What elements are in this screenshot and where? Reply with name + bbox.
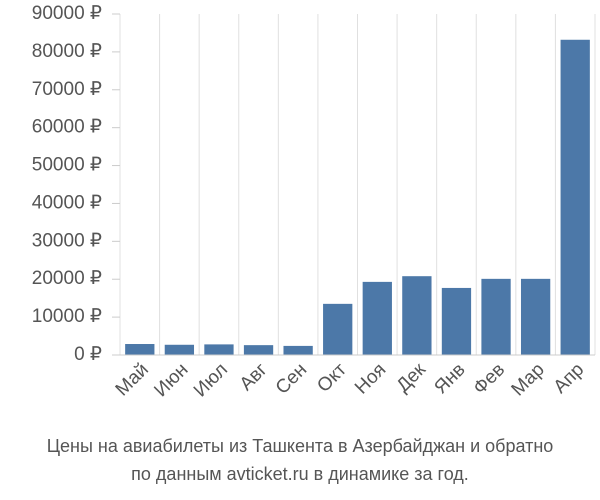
bar xyxy=(441,287,472,355)
y-tick-label: 80000 ₽ xyxy=(32,41,102,62)
x-tick-label: Дек xyxy=(393,359,431,397)
y-tick-label: 20000 ₽ xyxy=(32,268,102,289)
y-tick-label: 60000 ₽ xyxy=(32,117,102,138)
bar xyxy=(402,276,432,355)
chart-title: Цены на авиабилеты из Ташкента в Азербай… xyxy=(47,436,554,456)
x-tick-label: Сен xyxy=(272,359,311,398)
bar xyxy=(164,344,195,355)
chart-subtitle: по данным avticket.ru в динамике за год. xyxy=(131,464,469,484)
bar xyxy=(283,345,313,355)
x-tick-label: Мар xyxy=(508,359,549,400)
bar xyxy=(323,303,353,355)
x-tick-label: Ноя xyxy=(351,359,390,398)
y-tick-label: 10000 ₽ xyxy=(32,306,102,327)
bar xyxy=(243,345,274,355)
x-tick-label: Авг xyxy=(236,359,272,395)
x-tick-label: Окт xyxy=(313,359,351,397)
x-tick-label: Май xyxy=(112,359,153,400)
y-tick-label: 0 ₽ xyxy=(74,344,102,365)
bar xyxy=(125,344,155,355)
y-tick-label: 70000 ₽ xyxy=(32,79,102,100)
y-tick-label: 50000 ₽ xyxy=(32,155,102,176)
x-tick-label: Фев xyxy=(469,359,509,399)
bar xyxy=(481,278,511,355)
y-tick-label: 30000 ₽ xyxy=(32,230,102,251)
x-tick-label: Июл xyxy=(190,359,232,401)
bar xyxy=(560,39,590,356)
bar xyxy=(204,344,234,355)
y-tick-label: 40000 ₽ xyxy=(32,192,102,213)
x-tick-label: Июн xyxy=(150,359,192,401)
bar xyxy=(520,278,551,355)
x-tick-label: Янв xyxy=(430,359,469,398)
y-tick-label: 90000 ₽ xyxy=(32,3,102,24)
bar xyxy=(362,281,392,355)
x-tick-label: Апр xyxy=(550,359,589,398)
